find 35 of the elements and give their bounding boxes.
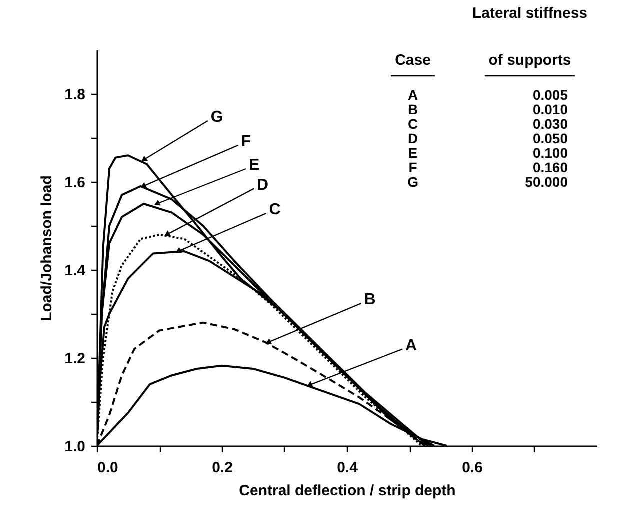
x-tick-label: 0.6 [462,460,483,476]
annotation: B [408,102,418,118]
annotation: Case [395,52,431,69]
annotation: D [257,176,269,194]
y-tick-label: 1.4 [64,262,86,280]
annotation: 0.050 [532,130,568,146]
annotation: E [249,157,260,174]
annotation: E [408,145,418,161]
x-tick-label: 0.4 [337,460,359,476]
x-tick-label: 0.2 [212,460,233,476]
y-tick-label: 1.6 [64,174,86,192]
annotation: G [408,174,419,190]
annotation: 0.100 [532,145,568,161]
annotation: 50.000 [525,174,568,190]
annotation: of supports [488,52,572,69]
annotation: 0.030 [532,116,568,132]
x-tick-label: 0.0 [98,460,118,476]
annotation: B [364,292,376,309]
annotation: 0.160 [532,160,568,176]
annotation: C [269,202,282,219]
annotation: C [408,116,418,132]
x-axis-title: Central deflection / strip depth [239,482,456,500]
annotation: 0.005 [532,87,568,103]
text: Lateral stiffness [472,5,588,22]
annotation: F [408,160,418,176]
annotation: G [210,109,224,126]
annotation: A [408,87,418,103]
y-tick-label: 1.0 [64,438,86,456]
y-tick-label: 1.8 [64,86,86,104]
annotation: A [406,337,418,354]
y-axis-title: Load/Johanson load [38,176,56,322]
annotation: 0.010 [532,102,568,118]
annotation: F [241,133,252,150]
annotation: D [408,130,418,146]
y-tick-label: 1.2 [64,350,86,368]
